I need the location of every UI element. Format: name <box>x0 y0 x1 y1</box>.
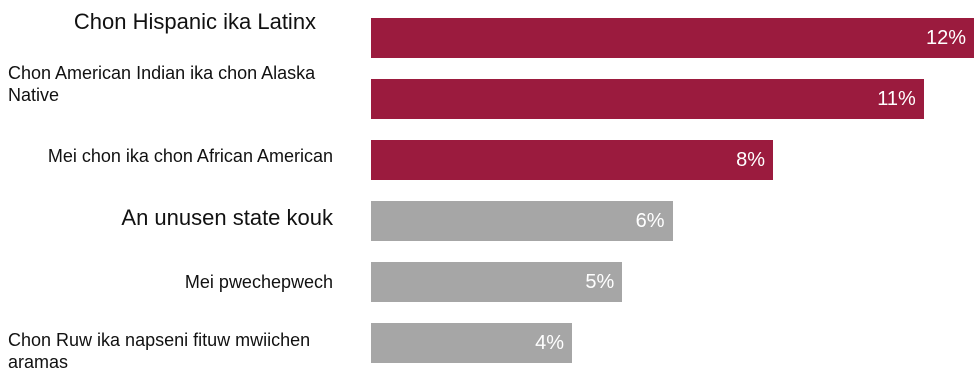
bar-value-label: 5% <box>585 271 615 293</box>
category-label: Chon American Indian ika chon Alaska Nat… <box>8 63 316 105</box>
bar <box>371 79 924 119</box>
bar <box>371 18 974 58</box>
category-label: Mei chon ika chon African American <box>47 146 333 166</box>
bar-value-label: 4% <box>535 332 564 354</box>
category-label: An unusen state kouk <box>121 205 333 230</box>
bar-value-label: 11% <box>877 88 916 110</box>
bar-value-label: 6% <box>635 210 665 232</box>
bar-value-label: 12% <box>925 27 966 49</box>
bar-value-label: 8% <box>736 149 765 171</box>
bar <box>371 201 673 241</box>
bar <box>371 323 572 363</box>
bar <box>371 140 773 180</box>
category-label: Chon Hispanic ika Latinx <box>73 9 317 34</box>
bar <box>371 262 623 302</box>
category-label: Mei pwechepwech <box>184 272 333 292</box>
category-label: Chon Ruw ika napseni fituw mwiichen aram… <box>8 330 311 372</box>
